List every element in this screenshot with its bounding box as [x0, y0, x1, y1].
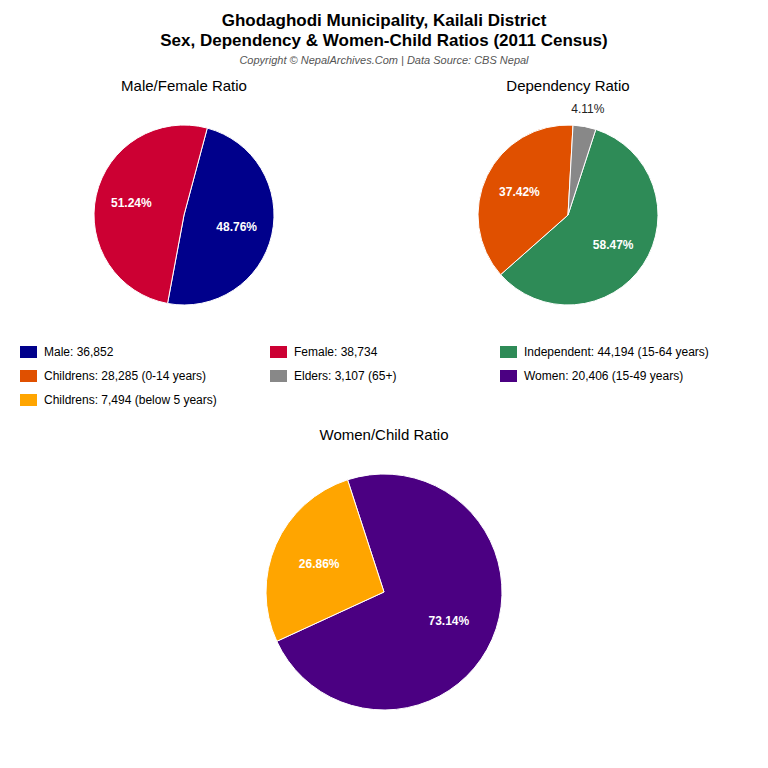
legend-label: Female: 38,734	[294, 345, 378, 359]
data-label: 4.11%	[571, 102, 604, 116]
pie-title: Women/Child Ratio	[320, 426, 449, 443]
legend: Male: 36,852 Female: 38,734 Independent: 4…	[20, 345, 709, 407]
pie: Women/Child Ratio 73.14% 26.86%	[266, 426, 502, 710]
legend-item: Elders: 3,107 (65+)	[270, 369, 396, 383]
data-labels: 58.47% 37.42% 4.11%	[499, 102, 634, 252]
legend-label: Women: 20,406 (15-49 years)	[524, 369, 683, 383]
legend-label: Childrens: 28,285 (0-14 years)	[44, 369, 206, 383]
slice	[478, 125, 573, 275]
slice	[94, 125, 207, 303]
slice	[568, 125, 596, 215]
data-label: 73.14%	[429, 614, 470, 628]
legend-label: Childrens: 7,494 (below 5 years)	[44, 393, 217, 407]
annotation: Copyright © NepalArchives.Com | Data Sou…	[239, 54, 529, 66]
slices	[94, 125, 274, 305]
legend-swatch	[20, 370, 37, 382]
slices	[266, 474, 502, 710]
legend-item: Independent: 44,194 (15-64 years)	[500, 345, 709, 359]
legend-item: Childrens: 28,285 (0-14 years)	[20, 369, 206, 383]
legend-item: Childrens: 7,494 (below 5 years)	[20, 393, 217, 407]
pie: Male/Female Ratio 48.76% 51.24%	[94, 77, 274, 305]
pie-title: Dependency Ratio	[506, 77, 629, 94]
legend-swatch	[500, 370, 517, 382]
data-label: 58.47%	[593, 238, 634, 252]
legend-item: Women: 20,406 (15-49 years)	[500, 369, 683, 383]
legend-swatch	[270, 346, 287, 358]
legend-item: Female: 38,734	[270, 345, 378, 359]
legend-swatch	[20, 346, 37, 358]
legend-item: Male: 36,852	[20, 345, 114, 359]
data-label: 26.86%	[299, 557, 340, 571]
title: Ghodaghodi Municipality, Kailali Distric…	[222, 11, 547, 30]
legend-label: Elders: 3,107 (65+)	[294, 369, 396, 383]
legend-label: Male: 36,852	[44, 345, 114, 359]
data-labels: 48.76% 51.24%	[111, 196, 257, 234]
legend-label: Independent: 44,194 (15-64 years)	[524, 345, 709, 359]
legend-swatch	[270, 370, 287, 382]
legend-swatch	[20, 394, 37, 406]
data-label: 37.42%	[499, 185, 540, 199]
pie-title: Male/Female Ratio	[121, 77, 247, 94]
data-labels: 73.14% 26.86%	[299, 557, 470, 628]
data-label: 51.24%	[111, 196, 152, 210]
subtitle: Sex, Dependency & Women-Child Ratios (20…	[160, 31, 607, 50]
slice	[266, 480, 384, 642]
data-label: 48.76%	[216, 220, 257, 234]
pie: Dependency Ratio 58.47% 37.42% 4.11%	[478, 77, 658, 305]
slices	[478, 125, 658, 305]
chart: Ghodaghodi Municipality, Kailali Distric…	[0, 0, 768, 768]
legend-swatch	[500, 346, 517, 358]
